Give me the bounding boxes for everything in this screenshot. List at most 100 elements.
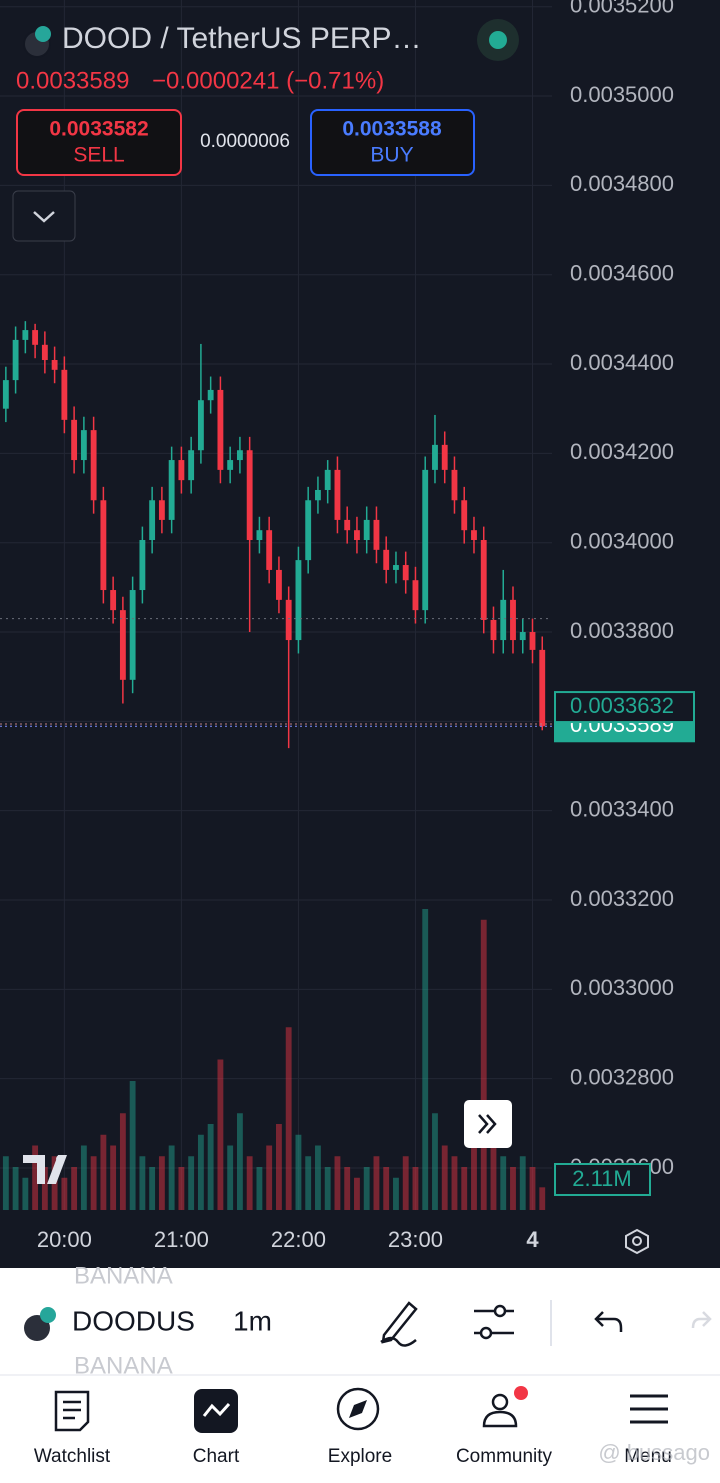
candle-body bbox=[51, 360, 58, 370]
volume-bar bbox=[373, 1156, 380, 1210]
candle-body bbox=[324, 469, 331, 490]
draw-icon[interactable] bbox=[380, 1301, 418, 1347]
x-tick-label: 4 bbox=[526, 1227, 539, 1252]
candle-body bbox=[412, 580, 419, 611]
volume-bar bbox=[412, 1167, 419, 1210]
y-tick-label: 0.0034000 bbox=[570, 529, 674, 554]
y-tick-label: 0.0034200 bbox=[570, 439, 674, 464]
undo-icon[interactable] bbox=[594, 1311, 623, 1332]
plot: 0.0035200 0.0035000 0.0034800 0.0034600 0.00… bbox=[0, 0, 695, 1252]
candle-body bbox=[168, 460, 175, 520]
symbol-title[interactable]: DOOD / TetherUS PERP… bbox=[62, 22, 422, 55]
volume-bar bbox=[256, 1167, 263, 1210]
volume-bar bbox=[529, 1167, 536, 1210]
candle-body bbox=[197, 400, 204, 451]
candle-body bbox=[236, 450, 243, 461]
volume-bar bbox=[246, 1156, 253, 1210]
candle-body bbox=[383, 549, 390, 570]
candle-body bbox=[432, 444, 438, 470]
volume-bar bbox=[383, 1167, 390, 1210]
volume-bar bbox=[285, 1027, 292, 1210]
toolbar-logo-badge bbox=[40, 1307, 56, 1323]
candle-body bbox=[344, 519, 351, 531]
y-tick-label: 0.0034800 bbox=[570, 171, 674, 196]
volume-bar bbox=[276, 1124, 282, 1210]
volume-bar bbox=[90, 1156, 97, 1210]
volume-bar bbox=[344, 1167, 351, 1210]
y-tick-label: 0.0034400 bbox=[570, 350, 674, 375]
candle-body bbox=[266, 530, 273, 570]
volume-bar bbox=[129, 1081, 136, 1210]
volume-bar bbox=[12, 1167, 19, 1210]
y-tick-label: 0.0035200 bbox=[570, 0, 674, 18]
notification-dot bbox=[514, 1386, 528, 1400]
x-tick-label: 22:00 bbox=[271, 1227, 326, 1252]
y-tick-label: 0.0033200 bbox=[570, 886, 674, 911]
buy-button[interactable] bbox=[310, 109, 475, 176]
candle-body bbox=[354, 530, 360, 541]
candle-body bbox=[139, 540, 146, 591]
candle-body bbox=[519, 632, 526, 641]
sell-button[interactable] bbox=[16, 109, 182, 176]
y-tick-label: 0.0034600 bbox=[570, 261, 674, 286]
nav-label[interactable]: Explore bbox=[328, 1446, 392, 1467]
candle-body bbox=[276, 569, 282, 600]
watermark: @ bussago bbox=[598, 1440, 710, 1465]
volume-bar bbox=[490, 1145, 497, 1210]
x-tick-label: 20:00 bbox=[37, 1227, 92, 1252]
volume-bar bbox=[461, 1167, 468, 1210]
volume-bar bbox=[441, 1145, 448, 1210]
volume-bar bbox=[100, 1134, 107, 1210]
candle-body bbox=[100, 500, 107, 591]
mark-price-box bbox=[554, 691, 695, 724]
candle-body bbox=[373, 519, 380, 550]
explore-needle bbox=[349, 1400, 367, 1418]
candle-body bbox=[32, 330, 39, 345]
sell-label: SELL bbox=[73, 144, 124, 167]
redo-icon[interactable] bbox=[691, 1311, 712, 1329]
x-tick-label: 21:00 bbox=[154, 1227, 209, 1252]
volume-bar bbox=[158, 1156, 165, 1210]
explore-icon[interactable] bbox=[336, 1387, 380, 1431]
nav-label[interactable]: Watchlist bbox=[34, 1446, 111, 1467]
nav-labels: Watchlist Chart Explore Community Menu bbox=[34, 1446, 672, 1467]
nav-label[interactable]: Community bbox=[456, 1446, 553, 1467]
volume-bar bbox=[295, 1134, 302, 1210]
candle-body bbox=[500, 599, 507, 641]
toolbar-symbol[interactable]: DOODUS bbox=[72, 1305, 195, 1336]
y-tick-label: 0.0035000 bbox=[570, 82, 674, 107]
collapse-button[interactable] bbox=[12, 190, 76, 242]
volume-bar bbox=[188, 1156, 195, 1210]
volume-bar bbox=[539, 1187, 546, 1210]
candle-body bbox=[207, 389, 214, 401]
volume-bar bbox=[393, 1177, 399, 1210]
candle-body bbox=[363, 519, 370, 541]
candle-body bbox=[490, 619, 497, 641]
candle-body bbox=[158, 500, 165, 520]
community-icon[interactable] bbox=[491, 1393, 509, 1411]
menu-icon[interactable] bbox=[630, 1394, 668, 1424]
candle-body bbox=[217, 389, 224, 470]
volume-bar bbox=[61, 1177, 68, 1210]
volume-bar bbox=[41, 1167, 48, 1210]
candle-body bbox=[178, 460, 185, 481]
volume-bar bbox=[119, 1113, 126, 1210]
candle-body bbox=[471, 530, 477, 541]
volume-bar bbox=[178, 1167, 185, 1210]
volume-label-box bbox=[554, 1163, 651, 1196]
nav-label[interactable]: Chart bbox=[193, 1446, 240, 1467]
interval[interactable]: 1m bbox=[233, 1305, 272, 1336]
settings-icon[interactable] bbox=[625, 1228, 649, 1255]
y-tick-label: 0.0033800 bbox=[570, 618, 674, 643]
volume-bar bbox=[315, 1145, 321, 1210]
candle-body bbox=[461, 500, 468, 531]
nav-label[interactable]: Menu bbox=[624, 1446, 672, 1467]
volume-bar bbox=[334, 1156, 341, 1210]
watchlist-icon[interactable] bbox=[54, 1390, 90, 1432]
volume-bar bbox=[305, 1156, 312, 1210]
volume-bar bbox=[519, 1156, 526, 1210]
candle-body bbox=[256, 530, 263, 541]
status-dot bbox=[489, 31, 507, 49]
volume-bar bbox=[236, 1113, 243, 1210]
volume-bar bbox=[2, 1156, 9, 1210]
